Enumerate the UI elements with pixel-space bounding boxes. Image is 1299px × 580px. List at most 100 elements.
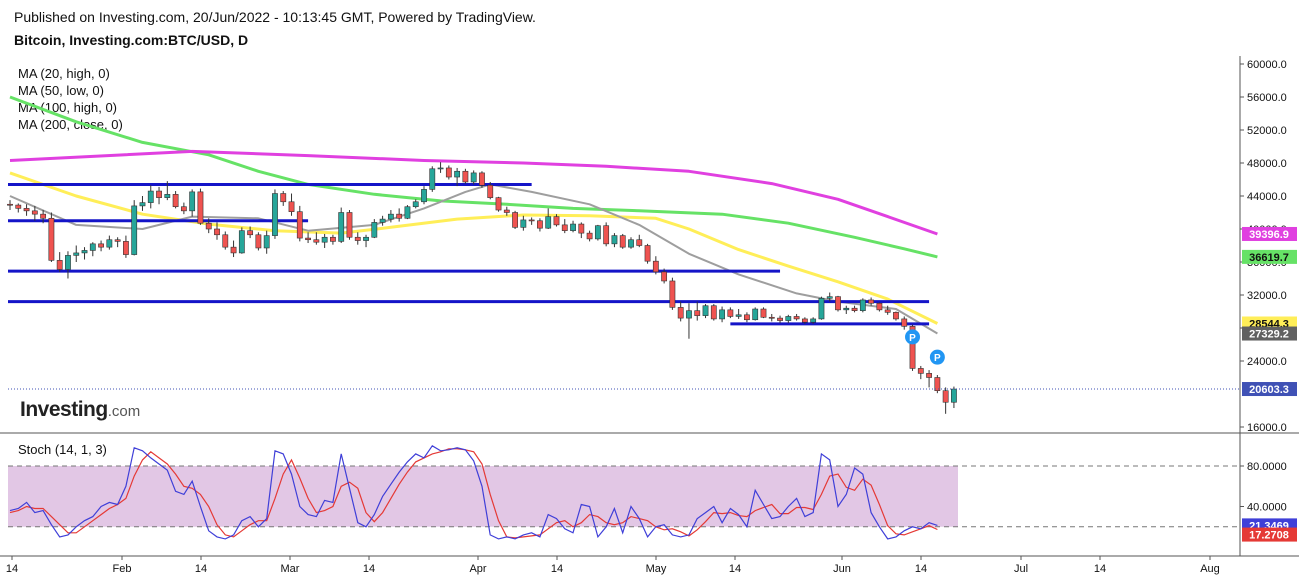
candle-body (462, 170, 469, 183)
candle-body (15, 204, 22, 209)
price-label-ma200-text: 39396.9 (1249, 229, 1289, 241)
ma200-line (9, 149, 938, 236)
ma20-line (9, 183, 938, 335)
candle-body (611, 235, 618, 245)
candle-body (520, 219, 527, 228)
candle-body (321, 236, 328, 243)
chart-title: Bitcoin, Investing.com:BTC/USD, D (14, 32, 249, 48)
candle-body (777, 317, 783, 321)
candle-body (238, 230, 245, 254)
stoch-tick-label: 40.0000 (1247, 502, 1287, 514)
candle-body (785, 316, 792, 321)
candle-body (512, 212, 518, 228)
candle-body (313, 239, 320, 243)
candle-body (56, 260, 63, 270)
candle-body (926, 373, 932, 378)
x-tick-label: Aug (1200, 563, 1220, 575)
candle-body (164, 194, 171, 198)
candle-body (826, 296, 833, 299)
candle-body (744, 314, 750, 321)
p-marker-label: P (909, 333, 916, 344)
candle-body (89, 243, 96, 251)
candle-body (909, 326, 916, 369)
x-tick-label: 14 (551, 563, 563, 575)
candle-body (437, 167, 444, 170)
candle-body (346, 212, 353, 238)
x-tick-label: 14 (363, 563, 375, 575)
candle-body (628, 239, 634, 248)
candle-body (876, 302, 883, 311)
candle-body (230, 246, 237, 254)
x-tick-label: Jul (1014, 563, 1028, 575)
candle-body (73, 252, 80, 256)
candle-body (669, 280, 676, 308)
candle-body (694, 310, 701, 316)
x-tick-label: Apr (469, 563, 486, 575)
candle-body (330, 236, 336, 242)
candle-body (7, 203, 13, 206)
stoch-k-line (9, 444, 938, 540)
candle-body (255, 234, 262, 249)
candle-body (495, 197, 502, 211)
candle-body (859, 299, 866, 311)
candle-body (636, 239, 643, 246)
candle-body (735, 314, 742, 317)
price-tick-label: 44000.0 (1247, 191, 1287, 203)
candle-body (470, 172, 477, 183)
candle-body (363, 236, 369, 241)
candle-body (594, 225, 601, 240)
candle-body (644, 245, 651, 262)
candle-body (884, 309, 891, 313)
candle-body (272, 193, 278, 236)
x-tick-label: 14 (195, 563, 207, 575)
candle-body (396, 213, 403, 219)
candle-body (917, 368, 924, 374)
legend-ma20: MA (20, high, 0) (18, 66, 110, 81)
candle-body (619, 235, 626, 248)
x-tick-label: May (646, 563, 667, 575)
candle-body (727, 309, 734, 317)
candle-body (214, 228, 220, 236)
candle-body (354, 236, 361, 241)
investing-logo: Investing.com (20, 398, 140, 422)
p-marker (929, 349, 945, 365)
candle-body (98, 243, 104, 248)
candle-body (412, 201, 419, 208)
candle-body (123, 241, 129, 255)
candle-body (387, 213, 394, 220)
candle-body (537, 220, 543, 229)
candle-body (404, 206, 411, 219)
stoch-tick-label: 80.0000 (1247, 461, 1287, 473)
publish-info: Published on Investing.com, 20/Jun/2022 … (14, 9, 536, 25)
candle-body (570, 223, 576, 231)
candle-body (40, 213, 47, 219)
price-tick-label: 48000.0 (1247, 158, 1287, 170)
stoch-d-value: 17.2708 (1249, 530, 1289, 542)
candle-body (147, 190, 154, 203)
candle-body (222, 234, 229, 248)
price-label-last-text: 20603.3 (1249, 384, 1289, 396)
x-tick-label: 14 (6, 563, 18, 575)
price-tick-label: 56000.0 (1247, 92, 1287, 104)
price-label-last (1242, 382, 1297, 397)
candle-body (801, 318, 808, 323)
candle-body (901, 318, 908, 327)
candle-body (768, 316, 775, 319)
candle-body (851, 307, 858, 311)
candle-body (487, 184, 494, 198)
candle-body (263, 235, 270, 249)
price-label-ma20 (1242, 326, 1297, 341)
candle-body (528, 219, 535, 222)
candle-body (379, 218, 386, 223)
candle-body (189, 191, 196, 212)
price-label-ma20-text: 27329.2 (1249, 329, 1289, 341)
x-tick-label: Jun (833, 563, 851, 575)
candle-body (205, 222, 212, 230)
candle-body (156, 190, 162, 198)
candle-body (677, 307, 684, 319)
price-tick-label: 16000.0 (1247, 422, 1287, 434)
candle-body (553, 216, 560, 226)
candle-body (810, 318, 817, 323)
price-label-ma200 (1242, 226, 1297, 241)
